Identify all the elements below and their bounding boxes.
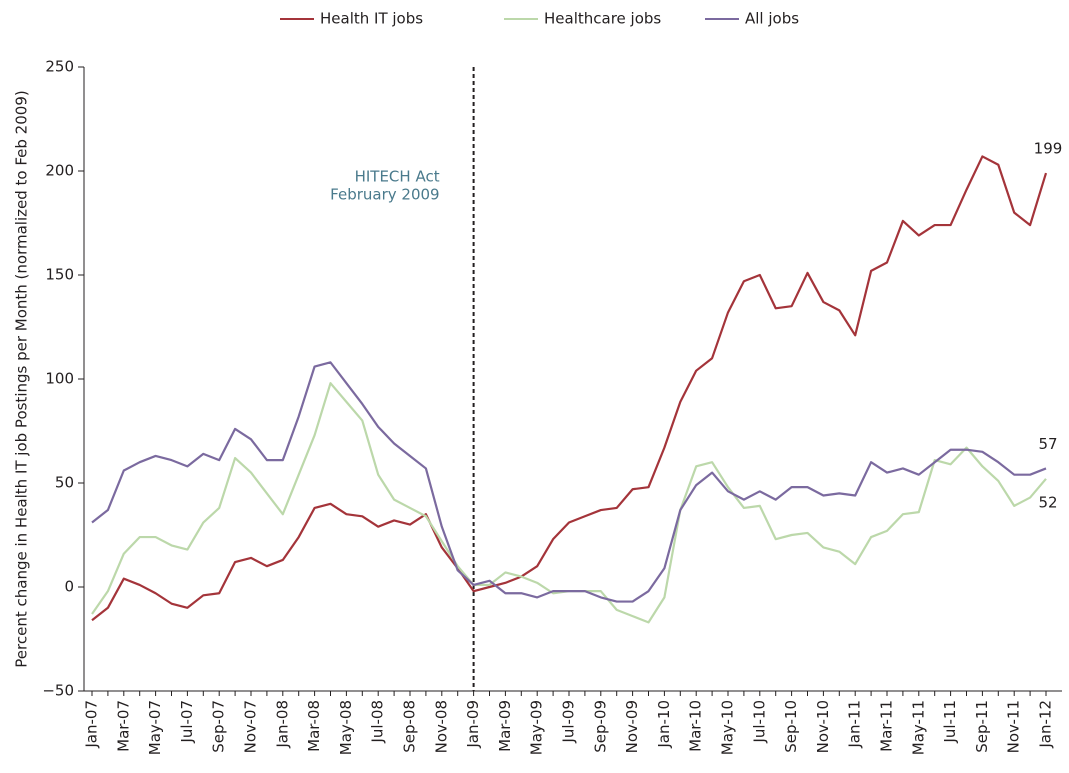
y-tick-label: 250: [45, 58, 74, 76]
value-label: 57: [1038, 435, 1057, 453]
legend-label: Healthcare jobs: [544, 10, 661, 28]
x-tick-label: May-10: [719, 700, 737, 755]
x-tick-label: Nov-10: [814, 700, 832, 753]
y-tick-label: 0: [64, 578, 74, 596]
value-label: 199: [1034, 140, 1063, 158]
x-tick-label: Jul-08: [369, 700, 387, 744]
x-tick-label: Nov-08: [432, 700, 450, 753]
x-tick-label: Sep-11: [973, 700, 991, 753]
x-tick-label: Jan-07: [83, 700, 101, 749]
y-axis-label: Percent change in Health IT job Postings…: [13, 90, 31, 667]
x-tick-label: Jan-10: [655, 700, 673, 749]
x-tick-label: Mar-09: [496, 700, 514, 752]
x-tick-label: Sep-10: [782, 700, 800, 753]
x-tick-label: Sep-07: [210, 700, 228, 753]
annotation: HITECH Act: [355, 168, 440, 186]
legend-label: All jobs: [745, 10, 799, 28]
x-tick-label: May-09: [528, 700, 546, 755]
x-tick-label: Nov-11: [1005, 700, 1023, 753]
y-tick-label: 200: [45, 162, 74, 180]
x-tick-label: Nov-07: [242, 700, 260, 753]
x-tick-label: Jul-09: [560, 700, 578, 744]
y-tick-label: 100: [45, 370, 74, 388]
x-tick-label: May-07: [146, 700, 164, 755]
value-label: 52: [1038, 493, 1057, 511]
series-line: [91, 382, 1047, 624]
x-tick-label: May-08: [337, 700, 355, 755]
y-tick-label: 150: [45, 266, 74, 284]
x-tick-label: Jan-12: [1037, 700, 1055, 749]
legend-label: Health IT jobs: [320, 10, 423, 28]
x-tick-label: Jan-11: [846, 700, 864, 749]
x-tick-label: Jan-09: [464, 700, 482, 749]
x-tick-label: May-11: [909, 700, 927, 755]
series-line: [91, 361, 1047, 603]
x-tick-label: Jul-07: [178, 700, 196, 744]
series-line: [91, 155, 1048, 622]
x-tick-label: Jul-11: [941, 700, 959, 744]
y-tick-label: −50: [42, 682, 74, 700]
x-tick-label: Mar-10: [687, 700, 705, 752]
annotation: February 2009: [330, 186, 439, 204]
x-tick-label: Nov-09: [623, 700, 641, 753]
x-tick-label: Mar-08: [305, 700, 323, 752]
x-tick-label: Sep-09: [591, 700, 609, 753]
x-tick-label: Mar-11: [878, 700, 896, 752]
x-tick-label: Jul-10: [750, 700, 768, 744]
y-tick-label: 50: [55, 474, 74, 492]
x-tick-label: Jan-08: [273, 700, 291, 749]
x-tick-label: Sep-08: [401, 700, 419, 753]
x-tick-label: Mar-07: [114, 700, 132, 752]
